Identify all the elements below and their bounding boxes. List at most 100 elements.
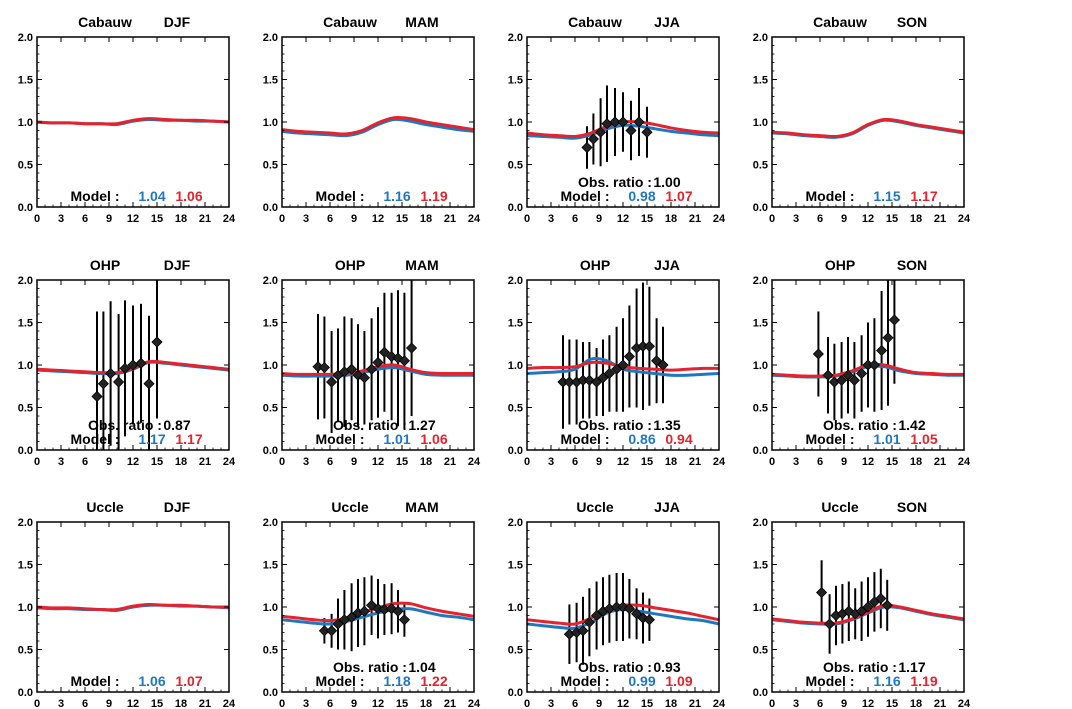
y-tick-label: 0.0 (753, 687, 768, 699)
y-tick-label: 1.5 (18, 318, 33, 330)
x-tick-label: 9 (596, 456, 602, 468)
model-b-ratio: 1.22 (420, 673, 447, 689)
panel-title-season: DJF (164, 14, 191, 30)
panel-title-station: Cabauw (568, 14, 622, 30)
model-b-ratio: 1.19 (910, 673, 937, 689)
model-a-ratio: 1.06 (138, 673, 165, 689)
x-tick-label: 6 (817, 456, 823, 468)
y-tick-label: 2.0 (18, 517, 33, 529)
x-tick-label: 21 (444, 456, 456, 468)
x-tick-label: 9 (596, 698, 602, 709)
panel-title-station: Uccle (331, 499, 369, 515)
model-a-ratio: 1.17 (138, 431, 165, 447)
y-tick-label: 2.0 (753, 517, 768, 529)
x-tick-label: 24 (468, 213, 481, 225)
y-tick-label: 1.5 (753, 75, 768, 87)
panel-cabauw-son: Cabauw SON 0 3 6 9 12 15 18 21 24 0.0 0.5 1.0 1.5 2.0 Mo… (753, 14, 971, 225)
obs-point (617, 359, 629, 371)
x-tick-label: 12 (862, 698, 874, 709)
model-b-ratio: 1.17 (910, 188, 937, 204)
model-label: Model : (806, 431, 855, 447)
x-tick-label: 9 (841, 213, 847, 225)
obs-point (848, 374, 860, 386)
panel-title-season: MAM (405, 499, 438, 515)
y-tick-label: 2.0 (18, 275, 33, 287)
y-tick-label: 0.5 (18, 403, 33, 415)
obs-ratio-value: 1.00 (653, 174, 680, 190)
plot-area (772, 117, 964, 139)
plot-area (772, 560, 964, 654)
y-tick-label: 0.0 (263, 687, 278, 699)
x-tick-label: 12 (372, 698, 384, 709)
obs-point (406, 342, 418, 354)
x-tick-label: 0 (524, 456, 530, 468)
obs-point (326, 376, 338, 388)
model-b-ratio: 1.06 (420, 431, 447, 447)
panel-uccle-mam: Uccle MAM 0 3 6 9 12 15 18 21 24 0.0 0.5 1.0 1.5 2.0 Obs… (263, 499, 481, 709)
panel-uccle-djf: Uccle DJF 0 3 6 9 12 15 18 21 24 0.0 0.5 1.0 1.5 2.0 Mod… (18, 499, 236, 709)
x-tick-label: 24 (958, 213, 971, 225)
y-tick-label: 1.0 (18, 360, 33, 372)
obs-point (882, 332, 894, 344)
x-tick-label: 18 (910, 213, 922, 225)
x-tick-label: 9 (106, 213, 112, 225)
x-tick-label: 21 (689, 456, 701, 468)
x-tick-label: 9 (351, 456, 357, 468)
panel-title-station: OHP (335, 257, 365, 273)
y-tick-label: 0.5 (508, 403, 523, 415)
panel-ohp-djf: OHP DJF 0 3 6 9 12 15 18 21 24 0.0 0.5 1.0 1.5 2.0 Obs. … (18, 257, 236, 468)
panel-title-season: MAM (405, 257, 438, 273)
obs-point (392, 605, 404, 617)
x-tick-label: 15 (886, 213, 898, 225)
x-tick-label: 0 (279, 213, 285, 225)
panel-title-station: Uccle (821, 499, 859, 515)
x-tick-label: 3 (58, 213, 64, 225)
x-tick-label: 3 (58, 698, 64, 709)
obs-point (378, 346, 390, 358)
x-tick-label: 15 (641, 213, 653, 225)
x-tick-label: 0 (524, 213, 530, 225)
x-tick-label: 9 (106, 698, 112, 709)
y-tick-label: 0.5 (18, 160, 33, 172)
obs-point (398, 355, 410, 367)
model-label: Model : (806, 188, 855, 204)
axes-frame (771, 36, 965, 208)
y-tick-label: 1.0 (753, 602, 768, 614)
model-a-ratio: 1.01 (383, 431, 410, 447)
obs-point (581, 141, 593, 154)
y-tick-label: 2.0 (753, 275, 768, 287)
y-tick-label: 0.5 (753, 160, 768, 172)
plot-area (37, 602, 229, 612)
y-tick-label: 2.0 (18, 32, 33, 44)
y-tick-label: 1.5 (753, 560, 768, 572)
y-tick-label: 2.0 (753, 32, 768, 44)
x-tick-label: 24 (958, 456, 971, 468)
model-b-ratio: 1.07 (175, 673, 202, 689)
x-tick-label: 0 (524, 698, 530, 709)
y-tick-label: 0.0 (263, 202, 278, 214)
x-tick-label: 21 (199, 213, 211, 225)
x-tick-label: 24 (223, 456, 236, 468)
x-tick-label: 6 (572, 698, 578, 709)
model-b-line (772, 117, 964, 139)
x-tick-label: 18 (665, 456, 677, 468)
x-tick-label: 15 (886, 456, 898, 468)
panel-title-station: Uccle (86, 499, 124, 515)
y-tick-label: 0.0 (753, 445, 768, 457)
obs-point (151, 336, 163, 348)
obs-point (812, 348, 824, 360)
model-a-ratio: 1.16 (383, 188, 410, 204)
obs-point (595, 126, 607, 138)
obs-point (577, 625, 589, 637)
x-tick-label: 24 (713, 213, 726, 225)
obs-point (372, 356, 384, 369)
x-tick-label: 21 (444, 698, 456, 709)
obs-point (824, 618, 836, 630)
x-tick-label: 12 (617, 213, 629, 225)
x-tick-label: 18 (910, 698, 922, 709)
panel-title-season: JJA (654, 257, 680, 273)
model-b-ratio: 1.07 (665, 188, 692, 204)
y-tick-label: 0.5 (263, 403, 278, 415)
obs-ratio-label: Obs. ratio : (823, 659, 897, 675)
plot-area (282, 280, 474, 433)
